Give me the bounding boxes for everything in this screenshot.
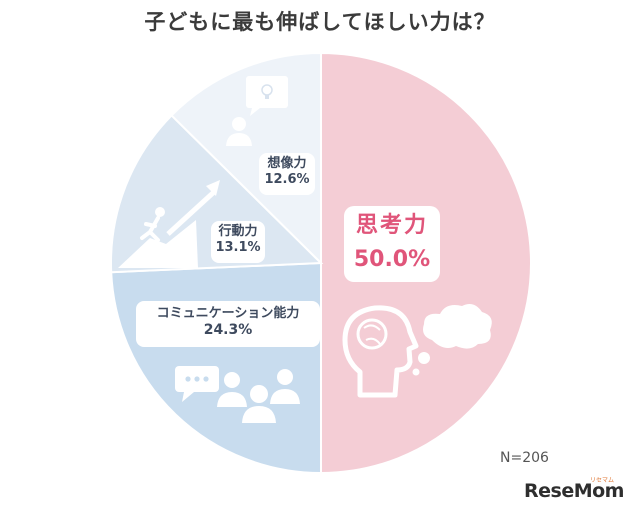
slice-value-imagination: 12.6% — [264, 172, 310, 188]
slice-label-imagination: 想像力 12.6% — [259, 153, 315, 195]
slice-name-communication: コミュニケーション能力 — [156, 306, 300, 321]
slice-value-action: 13.1% — [215, 240, 261, 256]
climber-arrow-icon — [118, 180, 220, 268]
sample-size-note: N=206 — [500, 450, 549, 466]
slice-name-action: 行動力 — [218, 224, 258, 239]
slice-value-communication: 24.3% — [203, 322, 253, 339]
resemom-logo-sub: リセマム — [590, 477, 615, 484]
resemom-logo: ReseMom — [524, 480, 624, 502]
person-idea-icon — [226, 76, 288, 146]
brain-thought-icon — [342, 304, 492, 398]
slice-label-communication: コミュニケーション能力 24.3% — [136, 301, 320, 347]
people-chat-icon — [175, 366, 300, 423]
chart-title: 子どもに最も伸ばしてほしい力は？ — [144, 10, 496, 34]
slice-label-action: 行動力 13.1% — [211, 221, 265, 263]
slice-value-thinking: 50.0% — [353, 246, 431, 272]
slice-name-imagination: 想像力 — [267, 156, 307, 171]
slice-label-thinking: 思考力 50.0% — [344, 206, 440, 282]
slice-name-thinking: 思考力 — [355, 213, 428, 238]
